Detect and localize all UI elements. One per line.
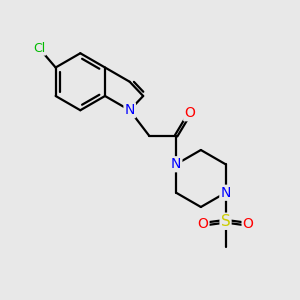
Text: S: S bbox=[221, 214, 230, 229]
Text: O: O bbox=[198, 217, 208, 231]
Text: O: O bbox=[243, 217, 254, 231]
Text: N: N bbox=[220, 186, 231, 200]
Text: N: N bbox=[171, 157, 181, 171]
Text: O: O bbox=[184, 106, 195, 120]
Text: Cl: Cl bbox=[33, 42, 45, 55]
Text: N: N bbox=[124, 103, 135, 117]
